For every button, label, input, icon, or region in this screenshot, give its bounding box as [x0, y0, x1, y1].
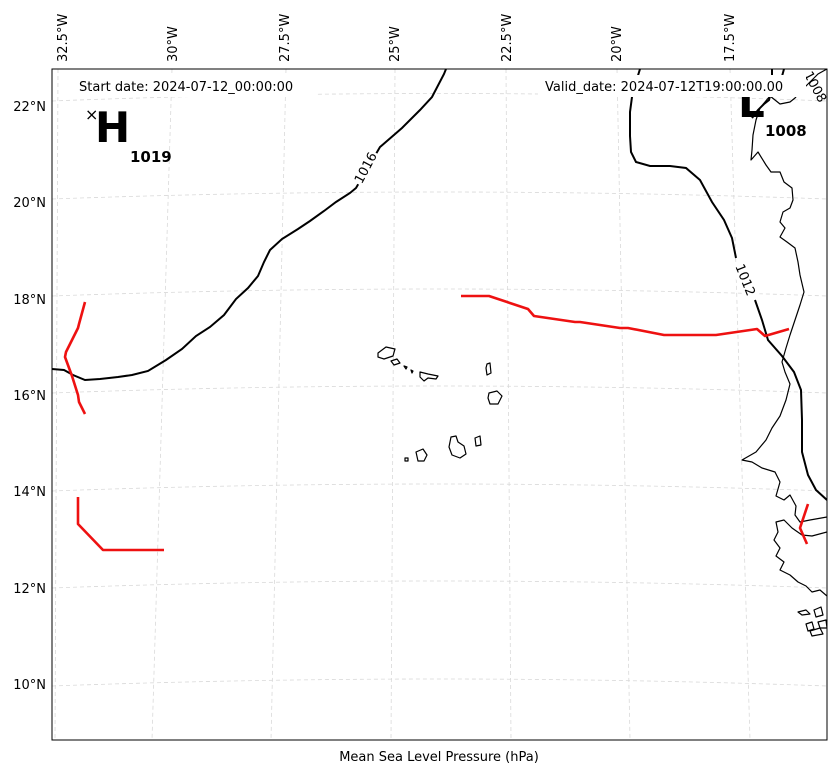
- map-area: [52, 69, 827, 740]
- lat-tick-10n: 10°N: [13, 678, 46, 693]
- lat-tick-20n: 20°N: [13, 196, 46, 211]
- graticule: [52, 69, 827, 740]
- island-sao-vicente: [390, 358, 401, 366]
- island-islet: [410, 369, 414, 374]
- parallel-12n: [52, 580, 827, 589]
- guinea-coastline: [773, 519, 827, 597]
- lon-tick-27-5w: 27.5°W: [278, 14, 293, 62]
- front-central: [461, 294, 790, 338]
- lat-tick-22n: 22°N: [13, 100, 46, 115]
- longitude-ticks: 32.5°W 30°W 27.5°W 25°W 22.5°W 20°W 17.5…: [56, 14, 738, 62]
- bissagos-island-5: [817, 619, 827, 629]
- parallel-10n: [52, 678, 827, 687]
- front-west-2: [76, 497, 164, 552]
- island-sao-nicolau: [419, 371, 439, 382]
- map-caption: Mean Sea Level Pressure (hPa): [339, 750, 539, 765]
- map-frame: [51, 68, 828, 741]
- parallel-20n: [52, 191, 827, 200]
- island-brava: [404, 457, 409, 462]
- lon-tick-30w: 30°W: [166, 26, 181, 62]
- lat-tick-14n: 14°N: [13, 485, 46, 500]
- lon-tick-25w: 25°W: [388, 26, 403, 62]
- isobar-1016: [52, 69, 447, 382]
- latitude-ticks: 22°N 20°N 18°N 16°N 14°N 12°N 10°N: [13, 100, 46, 693]
- lat-tick-16n: 16°N: [13, 389, 46, 404]
- low-pressure-value: 1008: [765, 122, 807, 140]
- parallel-22n: [52, 93, 827, 102]
- front-west-1: [63, 301, 87, 415]
- fronts: [63, 294, 810, 552]
- lat-tick-18n: 18°N: [13, 293, 46, 308]
- bissagos-island-1: [797, 609, 811, 616]
- bissagos-island-2: [813, 606, 824, 618]
- isobar-1012: [629, 69, 827, 501]
- island-santa-luzia: [403, 365, 408, 370]
- island-santiago: [448, 435, 467, 459]
- start-date-label: Start date: 2024-07-12_00:00:00: [79, 80, 293, 95]
- high-pressure-letter: H: [95, 103, 130, 152]
- valid-date-box: [538, 75, 806, 97]
- front-east: [798, 503, 810, 545]
- island-santo-antao: [377, 346, 396, 360]
- island-fogo: [415, 448, 428, 462]
- lon-tick-32-5w: 32.5°W: [56, 14, 71, 62]
- parallel-18n: [52, 288, 827, 297]
- island-sal: [485, 362, 492, 376]
- island-maio: [474, 435, 482, 447]
- bissagos-island-3: [805, 621, 815, 632]
- start-date-box: [72, 75, 316, 97]
- island-boa-vista: [487, 390, 503, 405]
- high-pressure-value: 1019: [130, 148, 172, 166]
- parallel-14n: [52, 483, 827, 492]
- lon-tick-20w: 20°W: [610, 26, 625, 62]
- parallel-16n: [52, 385, 827, 394]
- high-center-marker: ×: [85, 105, 98, 124]
- lon-tick-17-5w: 17.5°W: [723, 14, 738, 62]
- lon-tick-22-5w: 22.5°W: [500, 14, 515, 62]
- lat-tick-12n: 12°N: [13, 582, 46, 597]
- valid-date-label: Valid_date: 2024-07-12T19:00:00.00: [545, 80, 783, 95]
- bissagos-island-4: [809, 627, 824, 637]
